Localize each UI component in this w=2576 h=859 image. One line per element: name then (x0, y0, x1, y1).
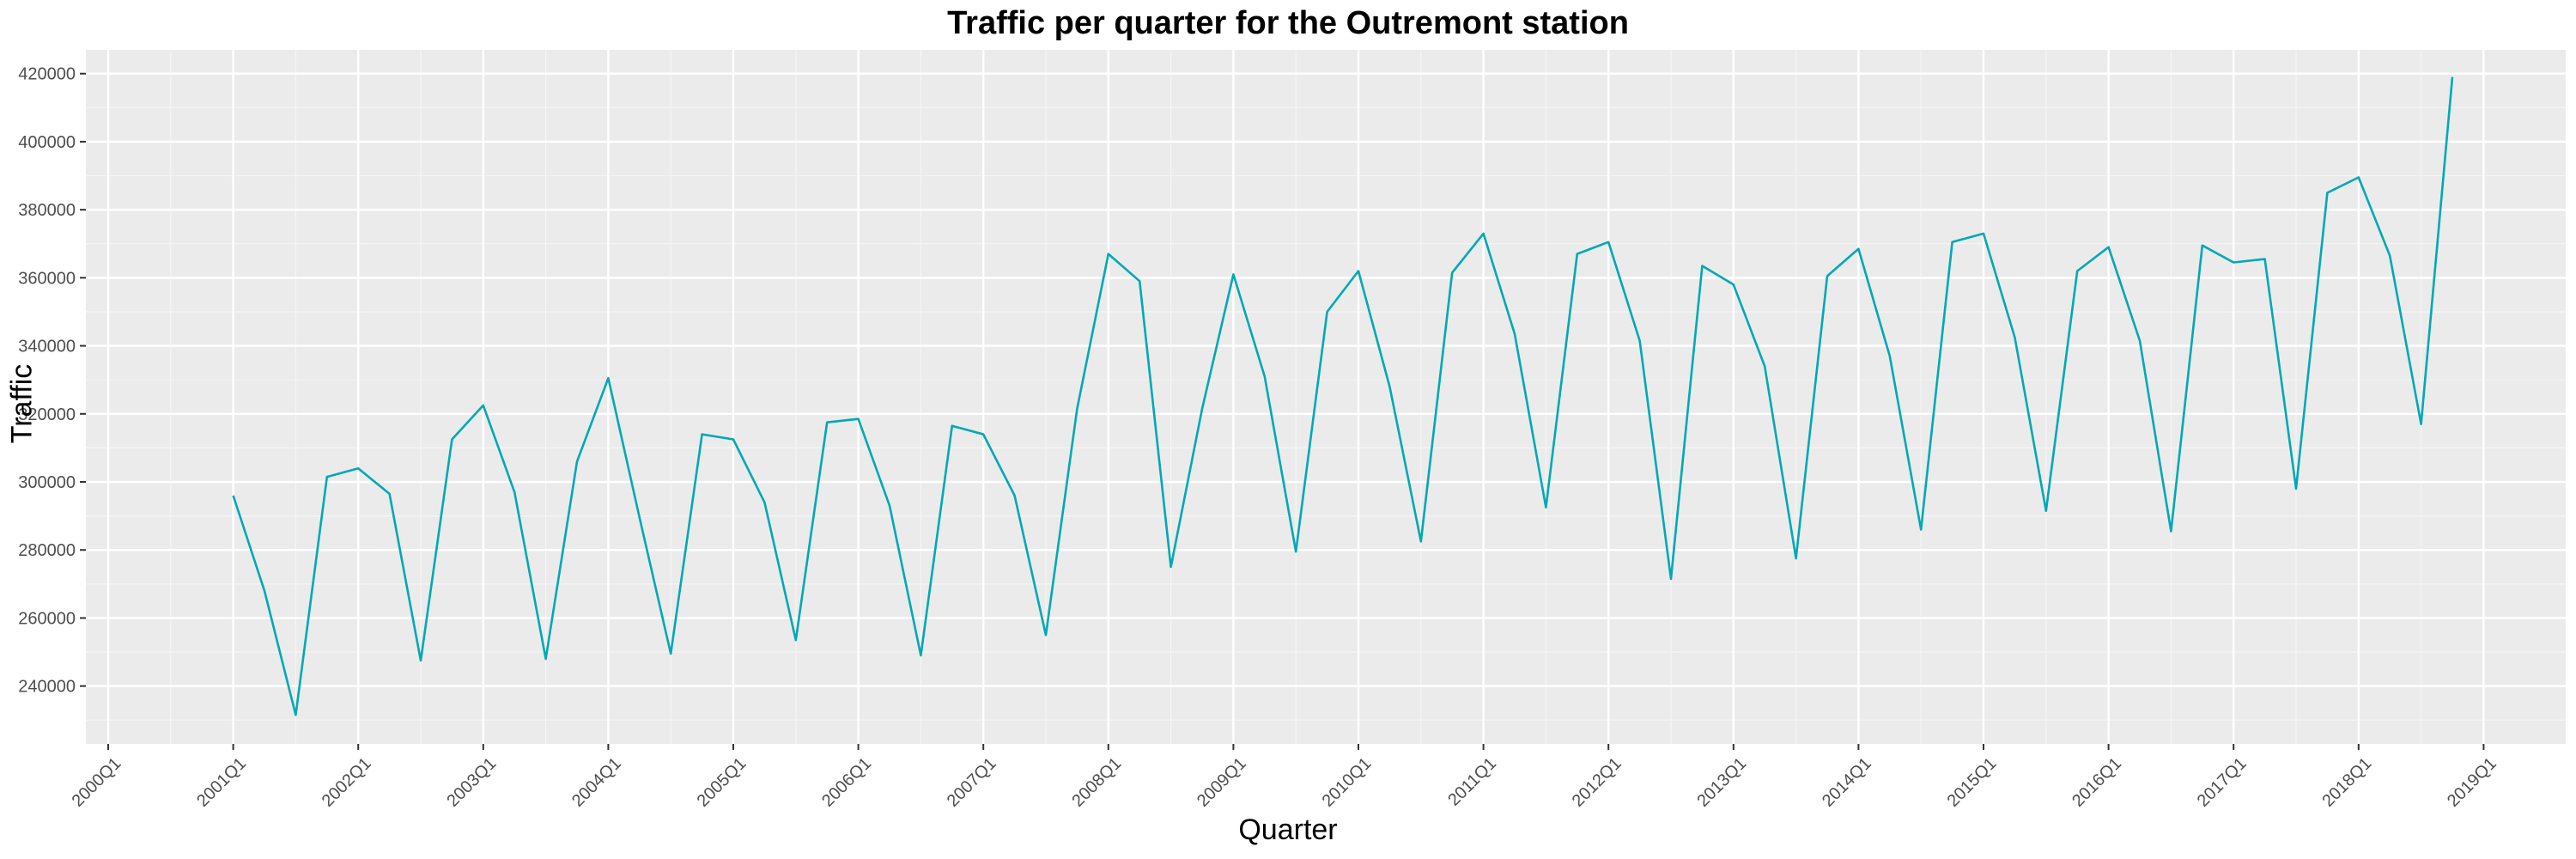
x-tick-label: 2018Q1 (2318, 754, 2375, 811)
x-tick-label: 2010Q1 (1319, 754, 1376, 811)
y-tick-label: 360000 (18, 269, 76, 288)
x-tick-label: 2000Q1 (69, 754, 125, 811)
y-tick-label: 260000 (18, 609, 76, 628)
x-tick-label: 2002Q1 (319, 754, 375, 811)
x-tick-label: 2006Q1 (818, 754, 875, 811)
x-tick-label: 2001Q1 (193, 754, 250, 811)
x-tick-label: 2016Q1 (2069, 754, 2125, 811)
y-tick-label: 420000 (18, 65, 76, 84)
x-tick-label: 2003Q1 (443, 754, 500, 811)
plot-panel (86, 50, 2566, 744)
y-tick-label: 300000 (18, 473, 76, 492)
y-tick-label: 380000 (18, 201, 76, 220)
x-tick-label: 2013Q1 (1693, 754, 1750, 811)
y-tick-label: 280000 (18, 541, 76, 560)
x-tick-label: 2012Q1 (1569, 754, 1625, 811)
series-line-1 (232, 76, 2454, 716)
x-axis-label: Quarter (1238, 813, 1338, 846)
x-tick-label: 2008Q1 (1068, 754, 1125, 811)
x-tick-label: 2007Q1 (944, 754, 1000, 811)
y-tick-label: 320000 (18, 405, 76, 424)
y-tick-label: 240000 (18, 678, 76, 697)
x-tick-label: 2014Q1 (1819, 754, 1875, 811)
x-tick-label: 2004Q1 (568, 754, 625, 811)
y-tick-label: 340000 (18, 338, 76, 356)
x-tick-label: 2017Q1 (2194, 754, 2251, 811)
y-tick-label: 400000 (18, 133, 76, 152)
x-tick-label: 2005Q1 (694, 754, 750, 811)
x-tick-label: 2019Q1 (2444, 754, 2500, 811)
x-tick-label: 2009Q1 (1194, 754, 1250, 811)
x-tick-label: 2015Q1 (1944, 754, 2001, 811)
y-axis-label: Traffic (5, 363, 39, 444)
x-tick-label: 2011Q1 (1444, 754, 1500, 810)
chart-title: Traffic per quarter for the Outremont st… (947, 5, 1629, 41)
